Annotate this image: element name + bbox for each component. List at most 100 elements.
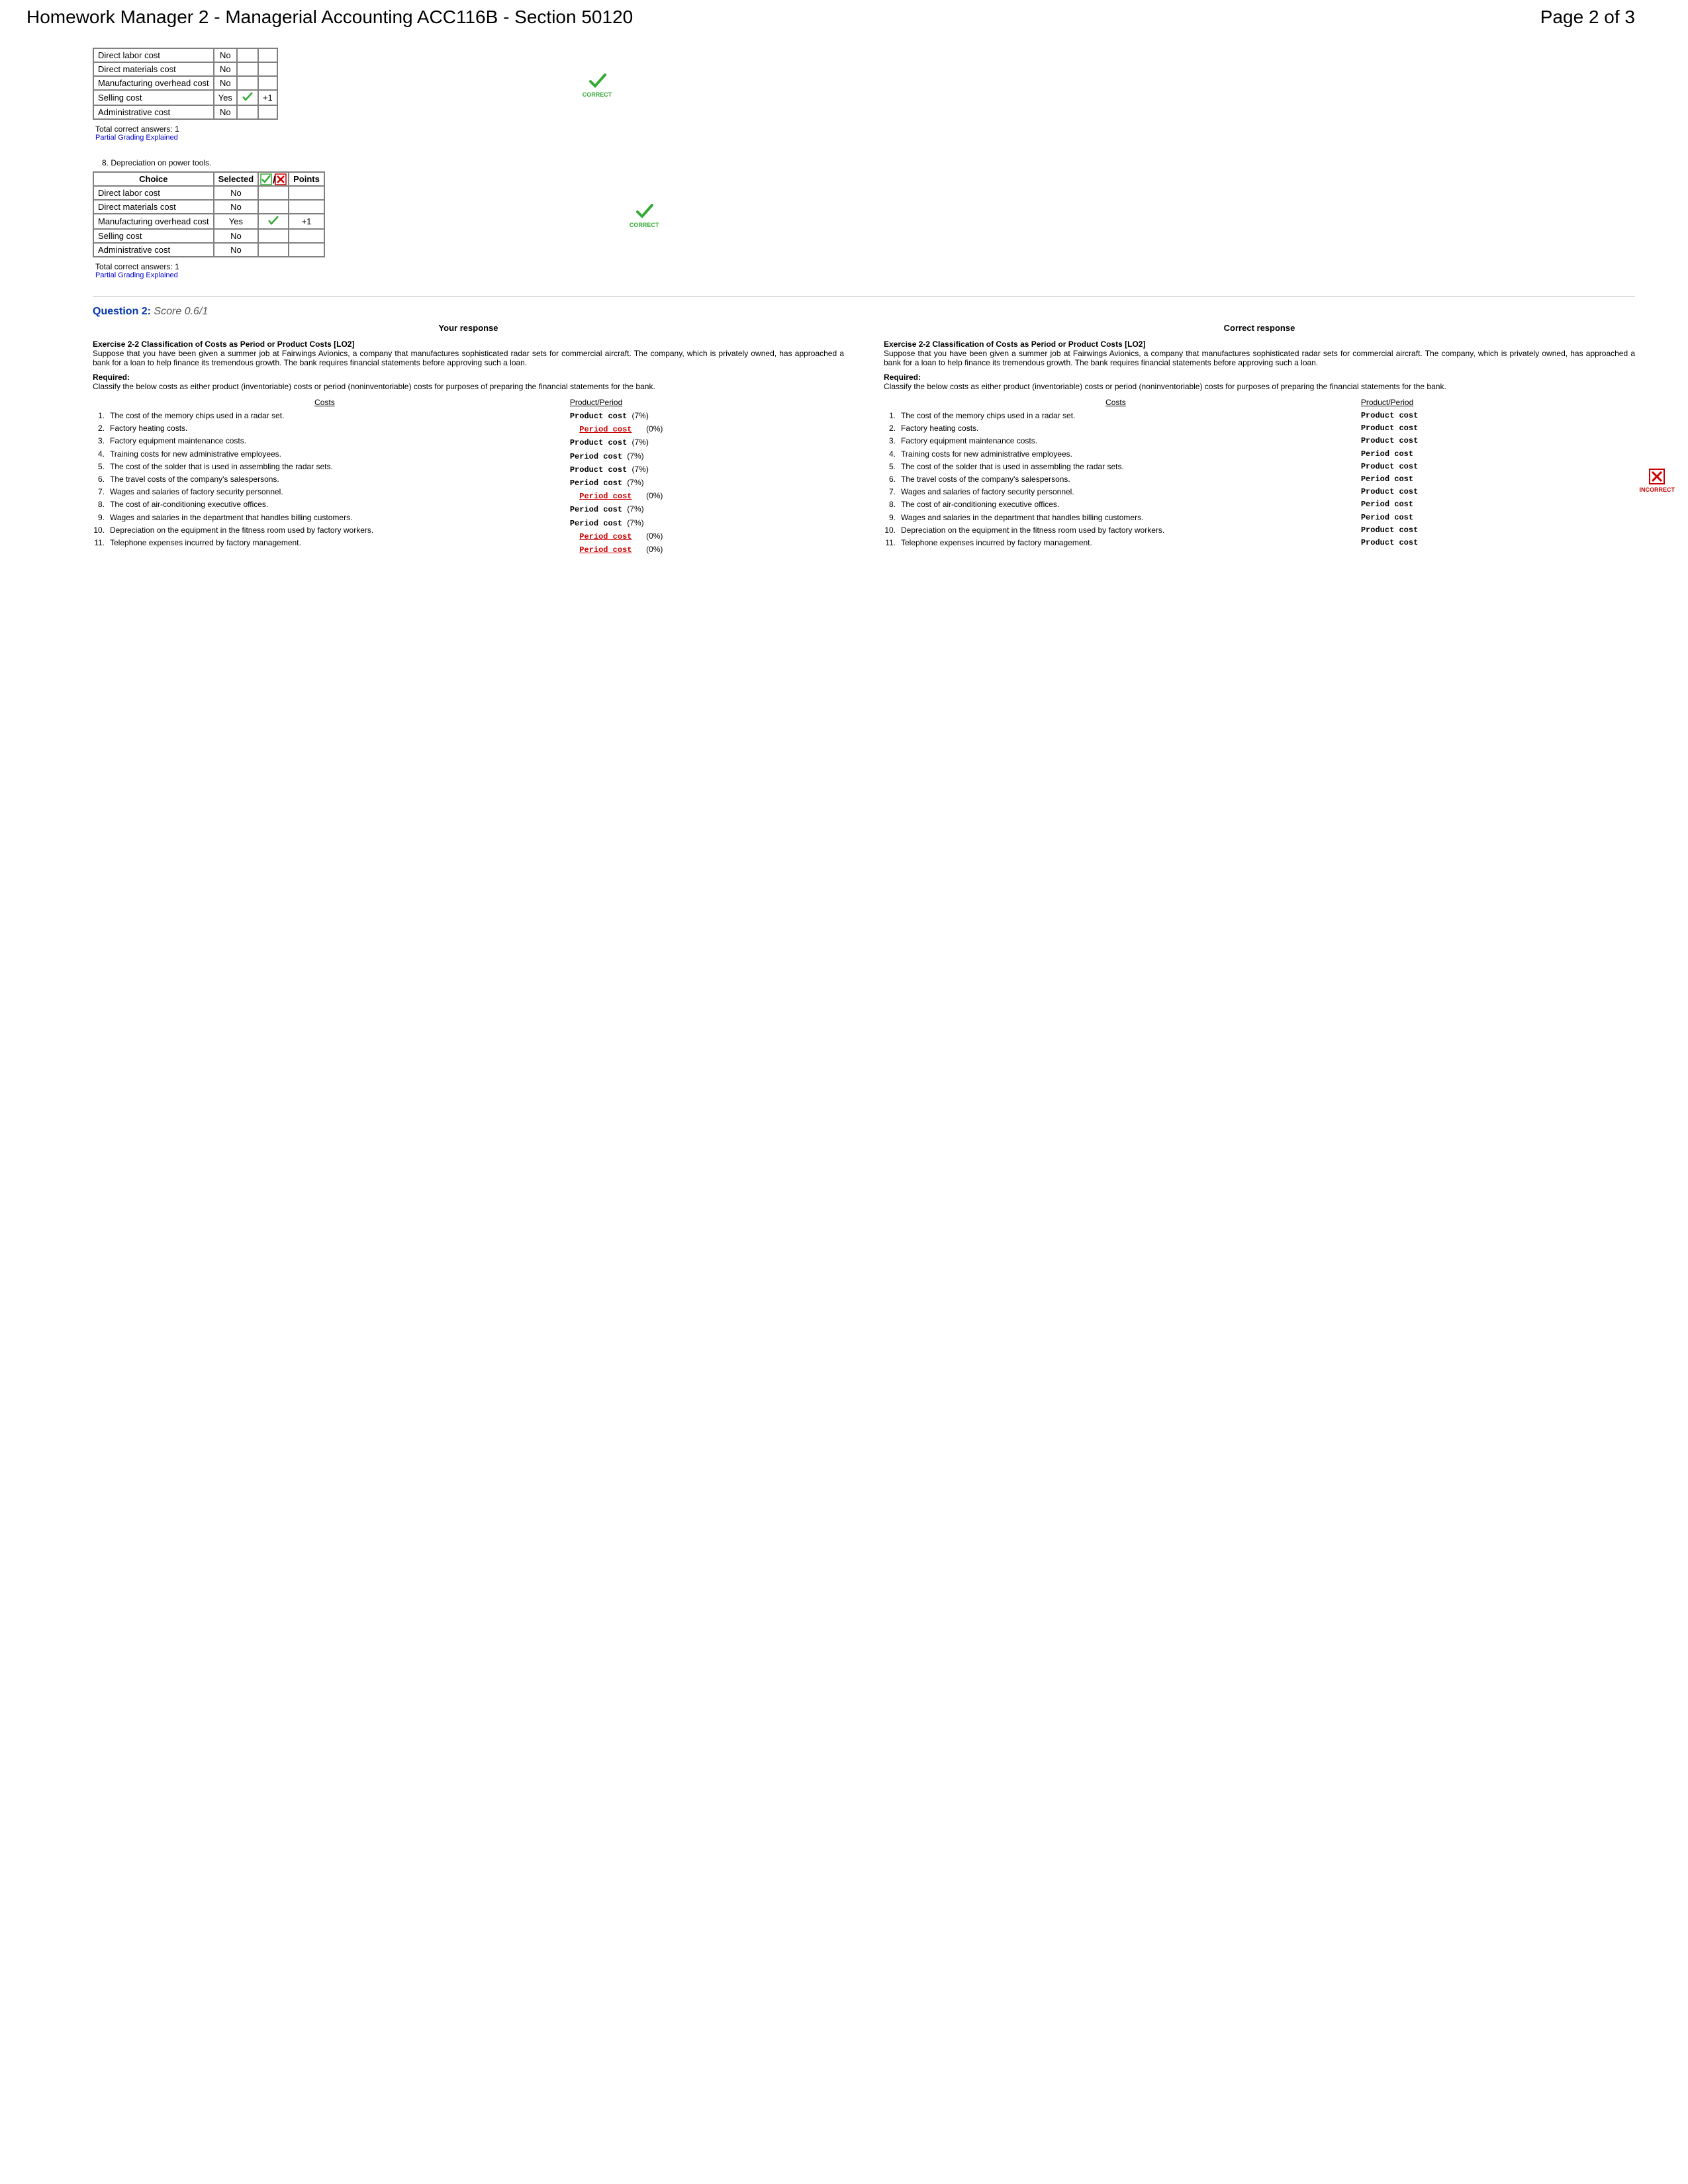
points-cell	[289, 243, 324, 257]
row-num: 6.	[93, 473, 105, 486]
choice-label: Direct labor cost	[93, 186, 214, 200]
cost-row: 6.The travel costs of the company's sale…	[884, 473, 1348, 486]
your-response-header: Your response	[93, 323, 844, 333]
check-cell	[237, 105, 258, 119]
cross-icon	[1649, 469, 1665, 484]
row-num: 2.	[884, 422, 896, 435]
check-cell	[258, 243, 289, 257]
table8-wrap: ChoiceSelected/PointsDirect labor costNo…	[93, 171, 1635, 261]
choice-label: Manufacturing overhead cost	[93, 214, 214, 229]
answer-row: Period cost (0%)	[570, 530, 844, 543]
cost-text: Wages and salaries in the department tha…	[901, 512, 1348, 524]
correct-label: CORRECT	[583, 91, 612, 98]
cost-table-right: Costs 1.The cost of the memory chips use…	[884, 398, 1635, 549]
question-2-title: Question 2: Score 0.6/1	[93, 306, 1635, 318]
cost-row: 11. Telephone expenses incurred by factor…	[884, 537, 1348, 549]
answer-row: Period cost (7%)	[570, 517, 844, 530]
partial-grading-link[interactable]: Partial Grading Explained	[95, 271, 1635, 279]
cost-text: The travel costs of the company's salesp…	[110, 473, 557, 486]
choice-label: Selling cost	[93, 90, 214, 105]
row-num: 3.	[93, 435, 105, 447]
row-num: 3.	[884, 435, 896, 447]
selected-cell: Yes	[214, 90, 237, 105]
row-num: 8.	[884, 498, 896, 511]
cost-row: 7.Wages and salaries of factory security…	[93, 486, 557, 498]
partial-grading-link[interactable]: Partial Grading Explained	[95, 134, 1635, 142]
row-num: 1.	[884, 410, 896, 422]
row-num: 11.	[93, 537, 105, 549]
selected-cell: No	[214, 229, 258, 243]
check-cell	[258, 186, 289, 200]
correct-badge-8: CORRECT	[630, 204, 659, 228]
choice-table-8: ChoiceSelected/PointsDirect labor costNo…	[93, 171, 325, 257]
correct-label: CORRECT	[630, 222, 659, 228]
correct-response-col: Correct response Exercise 2-2 Classifica…	[884, 323, 1635, 557]
cost-row: 1.The cost of the memory chips used in a…	[93, 410, 557, 422]
cost-text: Wages and salaries of factory security p…	[901, 486, 1348, 498]
row-num: 11.	[884, 537, 896, 549]
cost-text: Telephone expenses incurred by factory m…	[110, 537, 557, 549]
choice-label: Administrative cost	[93, 243, 214, 257]
cost-text: The cost of air-conditioning executive o…	[901, 498, 1348, 511]
cost-text: Depreciation on the equipment in the fit…	[901, 524, 1348, 537]
required-text: Classify the below costs as either produ…	[93, 382, 844, 391]
choice-label: Direct materials cost	[93, 200, 214, 214]
page-title: Homework Manager 2 - Managerial Accounti…	[26, 7, 633, 28]
cost-row: 1. The cost of the memory chips used in a…	[884, 410, 1348, 422]
cost-text: Wages and salaries in the department tha…	[110, 512, 557, 524]
answer-row: Product cost	[1361, 461, 1635, 473]
answer-row: Product cost	[1361, 524, 1635, 537]
answer-row: Period cost (0%)	[570, 490, 844, 503]
cost-text: Training costs for new administrative em…	[110, 448, 557, 461]
row-num: 1.	[93, 410, 105, 422]
check-icon	[635, 204, 653, 218]
cost-text: The cost of the solder that is used in a…	[901, 461, 1348, 473]
question-label: Question 2:	[93, 306, 151, 317]
cost-row: 10.Depreciation on the equipment in the …	[884, 524, 1348, 537]
table7-wrap: Direct labor costNoDirect materials cost…	[93, 48, 1635, 123]
cost-text: Wages and salaries of factory security p…	[110, 486, 557, 498]
selected-cell: No	[214, 76, 237, 90]
table-row: Direct materials costNo	[93, 62, 277, 76]
exercise-para: Suppose that you have been given a summe…	[884, 349, 1635, 367]
required-label: Required:	[884, 373, 1635, 382]
selected-cell: No	[214, 243, 258, 257]
check-cell	[258, 229, 289, 243]
points-cell: +1	[289, 214, 324, 229]
pp-header: Product/Period	[570, 398, 844, 407]
choice-label: Selling cost	[93, 229, 214, 243]
row-num: 9.	[884, 512, 896, 524]
answer-row: Product cost (7%)	[570, 410, 844, 423]
answer-row: Product cost	[1361, 410, 1635, 422]
cost-text: Telephone expenses incurred by factory m…	[901, 537, 1348, 549]
cost-row: 4.Training costs for new administrative …	[884, 448, 1348, 461]
table-row: Administrative costNo	[93, 243, 324, 257]
choice-label: Direct materials cost	[93, 62, 214, 76]
cost-text: Training costs for new administrative em…	[901, 448, 1348, 461]
selected-cell: Yes	[214, 214, 258, 229]
choice-label: Manufacturing overhead cost	[93, 76, 214, 90]
table-row: Manufacturing overhead costYes +1	[93, 214, 324, 229]
table-row: Selling costYes+1	[93, 90, 277, 105]
cost-row: 6. The travel costs of the company's sale…	[93, 473, 557, 486]
row-num: 6.	[884, 473, 896, 486]
row-num: 8.	[93, 498, 105, 511]
selected-cell: No	[214, 200, 258, 214]
check-cell	[258, 214, 289, 229]
points-cell	[289, 229, 324, 243]
page-number: Page 2 of 3	[1540, 7, 1635, 28]
total-correct-7: Total correct answers: 1	[95, 124, 1635, 134]
row-num: 5.	[93, 461, 105, 473]
answer-row: Period cost (7%)	[570, 503, 844, 516]
costs-header: Costs	[93, 398, 557, 407]
choice-label: Direct labor cost	[93, 48, 214, 62]
row-num: 9.	[93, 512, 105, 524]
points-cell	[289, 200, 324, 214]
cost-text: The cost of the memory chips used in a r…	[901, 410, 1348, 422]
total-correct-8: Total correct answers: 1	[95, 262, 1635, 271]
incorrect-label: INCORRECT	[1640, 486, 1675, 493]
cost-text: The cost of air-conditioning executive o…	[110, 498, 557, 511]
points-cell	[289, 186, 324, 200]
your-response-col: Your response Exercise 2-2 Classificatio…	[93, 323, 844, 557]
answer-row: Period cost	[1361, 448, 1635, 461]
